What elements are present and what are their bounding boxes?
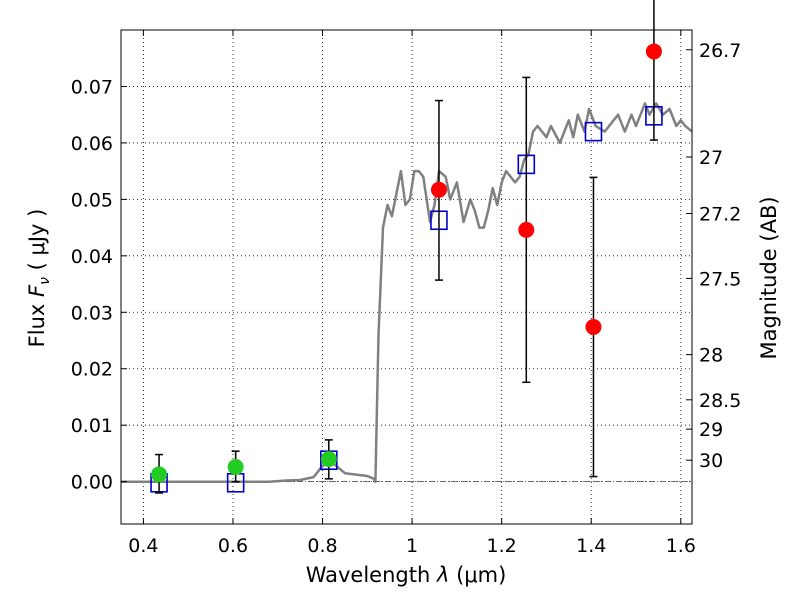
mag-tick-label: 26.7 bbox=[699, 40, 741, 62]
x-tick-label: 1.6 bbox=[666, 535, 696, 557]
mag-tick-label: 27 bbox=[699, 147, 723, 169]
grid-lines bbox=[121, 30, 692, 524]
model-flux-square bbox=[584, 121, 603, 142]
mag-tick-label: 27.2 bbox=[699, 203, 741, 225]
y-tick-label: 0.05 bbox=[71, 189, 113, 211]
flux-point bbox=[518, 221, 535, 238]
mag-tick-label: 30 bbox=[699, 450, 723, 472]
mag-tick-label: 29 bbox=[699, 419, 723, 441]
y-tick-label: 0.01 bbox=[71, 415, 113, 437]
flux-point bbox=[227, 458, 244, 475]
x-tick-label: 0.6 bbox=[218, 535, 248, 557]
y-tick-label: 0.00 bbox=[71, 472, 113, 494]
mag-tick-label: 28.5 bbox=[699, 390, 741, 412]
flux-point bbox=[645, 43, 662, 60]
x-tick-label: 1.2 bbox=[487, 535, 517, 557]
x-tick-label: 1 bbox=[406, 535, 418, 557]
y-tick-label: 0.04 bbox=[71, 246, 113, 268]
flux-point bbox=[430, 181, 447, 198]
sed-curve-layer bbox=[121, 102, 693, 483]
x-tick-label: 0.8 bbox=[307, 535, 337, 557]
x-tick-label: 1.4 bbox=[576, 535, 606, 557]
x-axis-label: Wavelength λ (μm) bbox=[306, 563, 507, 587]
flux-point bbox=[320, 451, 337, 468]
y-axis-label: Flux Fν ( μJy ) bbox=[25, 209, 53, 348]
data-markers bbox=[150, 0, 663, 494]
flux-point bbox=[151, 466, 168, 483]
right-axis-label: Magnitude (AB) bbox=[757, 196, 781, 359]
y-tick-label: 0.06 bbox=[71, 133, 113, 155]
y-tick-label: 0.02 bbox=[71, 359, 113, 381]
flux-point bbox=[585, 318, 602, 335]
plot-frame bbox=[120, 29, 693, 525]
x-tick-label: 0.4 bbox=[128, 535, 158, 557]
y-tick-label: 0.07 bbox=[71, 76, 113, 98]
mag-tick-label: 27.5 bbox=[699, 268, 741, 290]
sed-model-curve bbox=[121, 102, 693, 483]
y-tick-label: 0.03 bbox=[71, 302, 113, 324]
axis-ticks: 0.4 0.6 0.8 1 1.2 1.4 1.6 0.00 0.01 0.02 0.03 0.04 0… bbox=[71, 30, 741, 557]
mag-tick-label: 28 bbox=[699, 345, 723, 367]
